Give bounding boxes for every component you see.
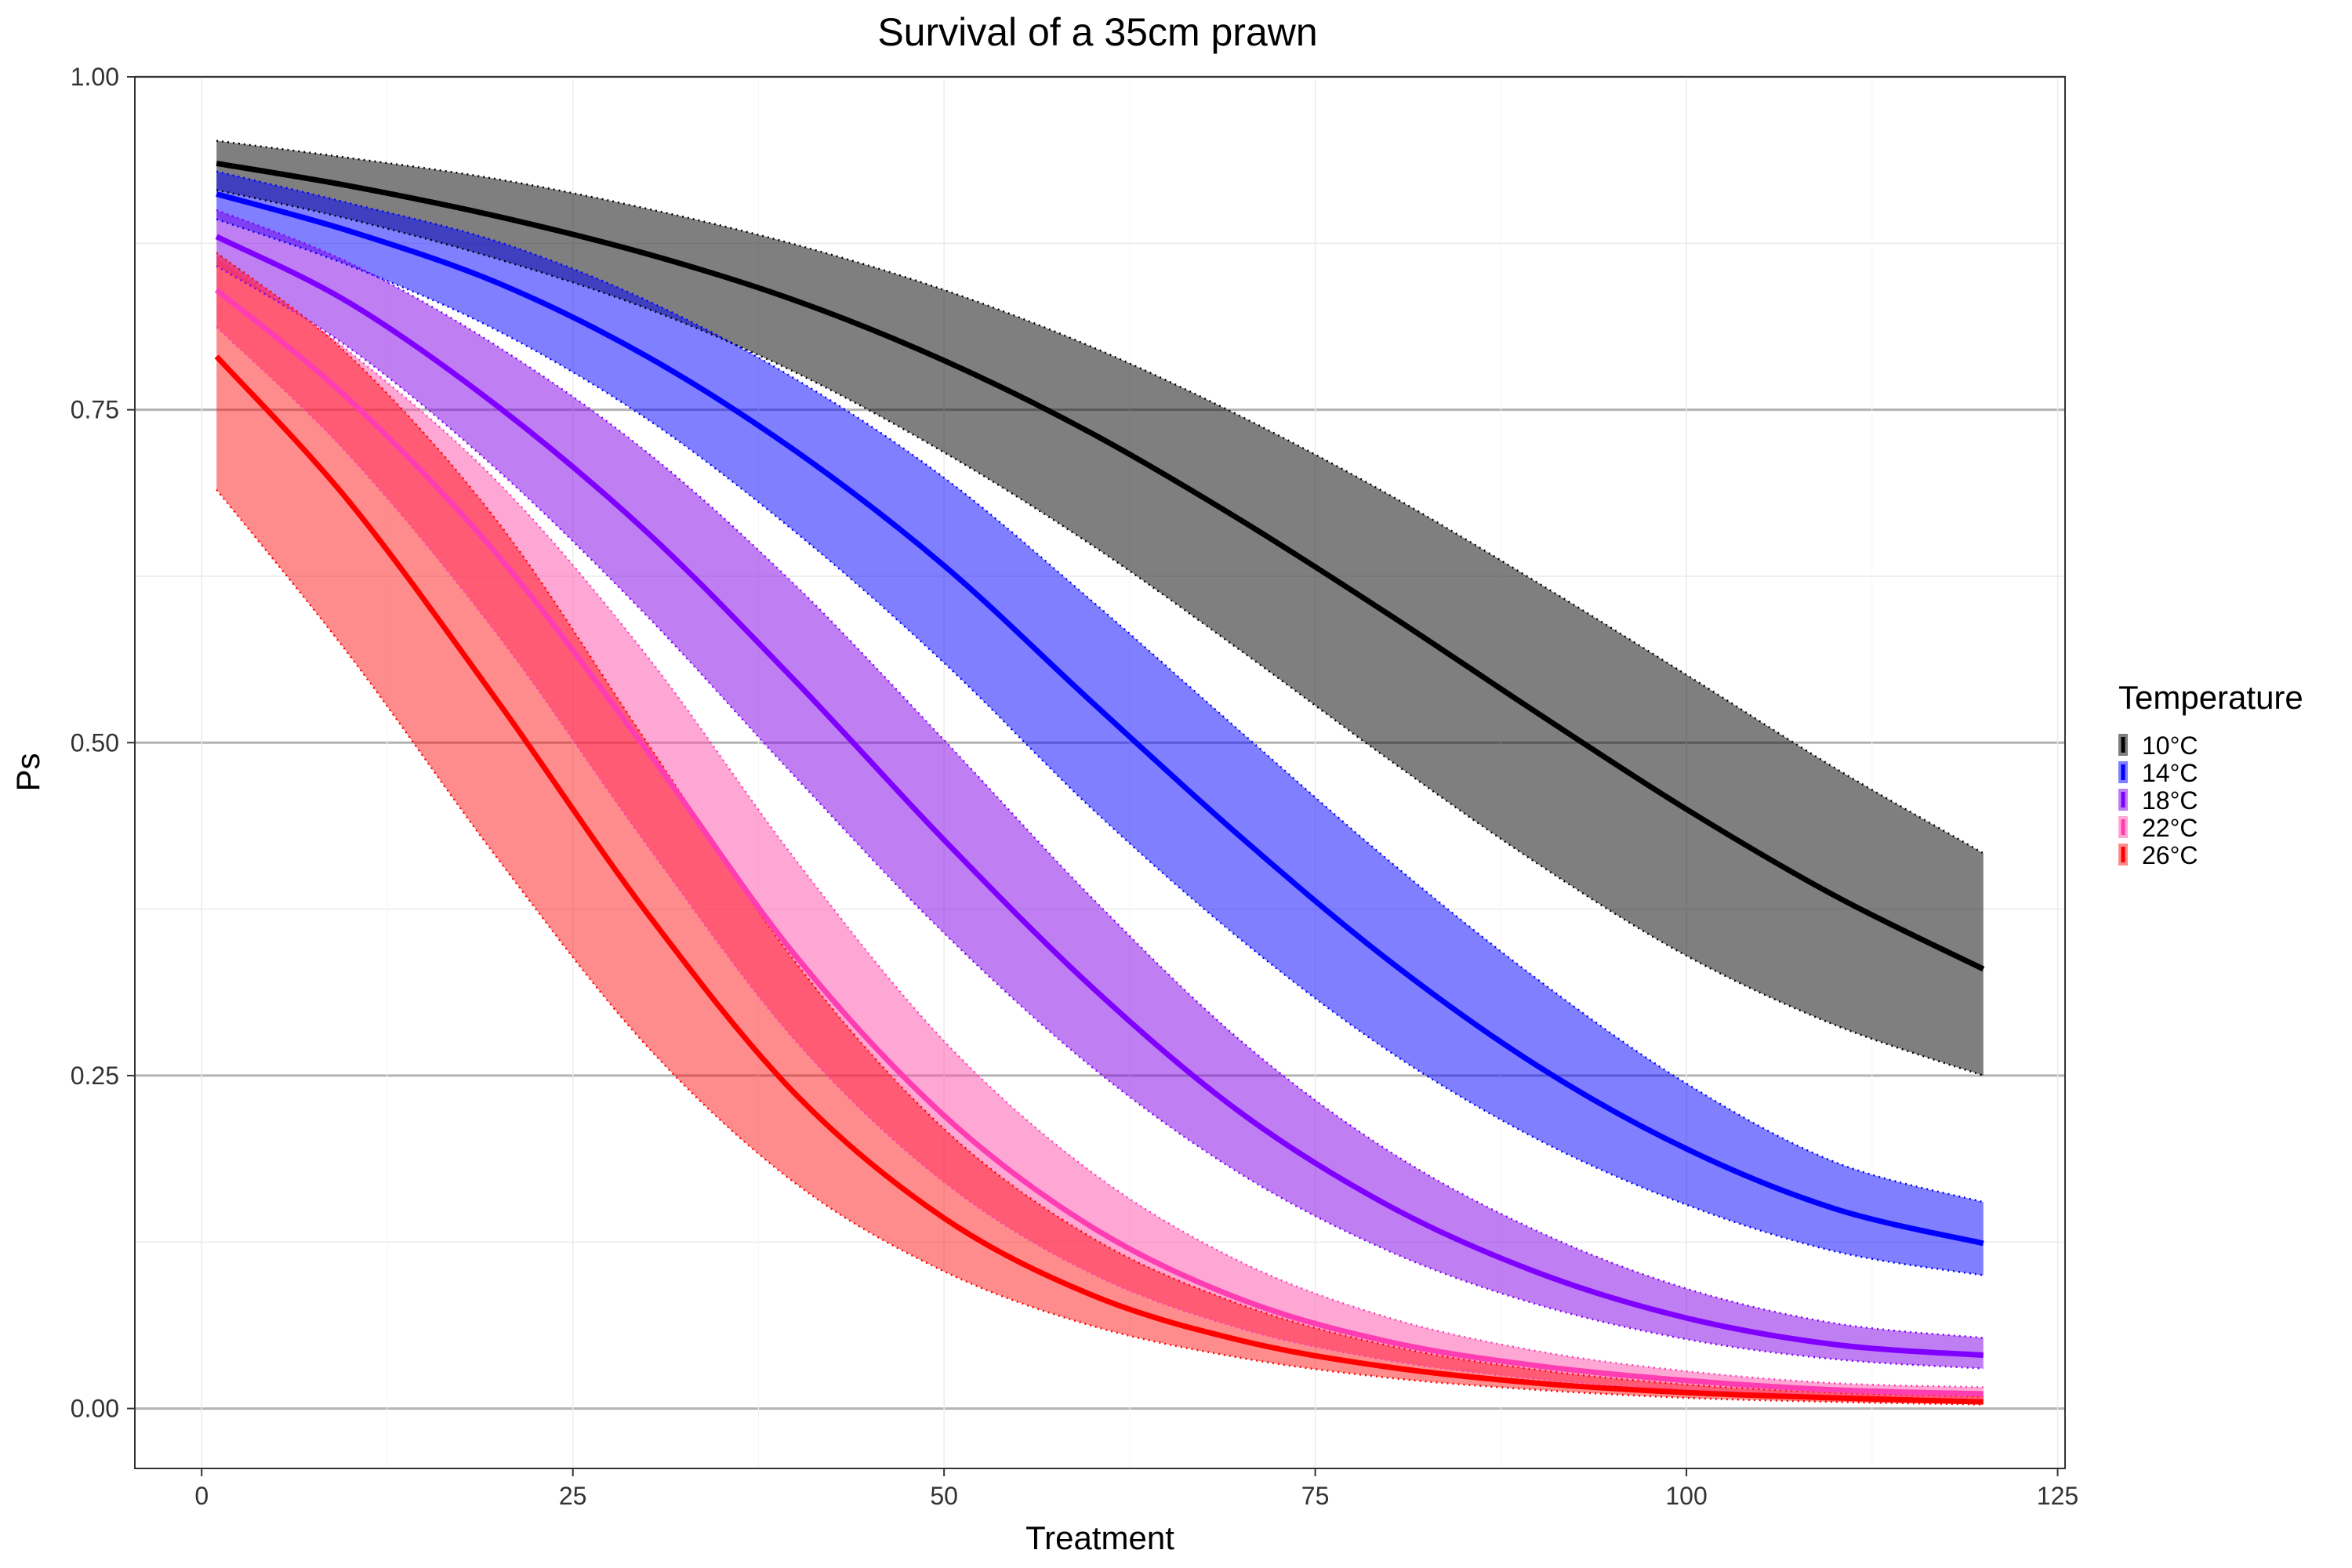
bound-layer (216, 140, 1984, 1406)
legend: Temperature 10°C14°C18°C22°C26°C (2118, 679, 2303, 869)
series-line-4 (214, 354, 1984, 1405)
lower-bound-3 (216, 326, 1984, 1400)
x-tick-label: 50 (930, 1482, 958, 1510)
ribbon-4 (216, 252, 1984, 1405)
legend-item: 26°C (2118, 841, 2198, 869)
legend-label: 26°C (2142, 841, 2198, 869)
legend-items: 10°C14°C18°C22°C26°C (2118, 731, 2198, 869)
x-tick-label: 125 (2037, 1482, 2078, 1510)
y-tick-label: 0.00 (71, 1395, 119, 1423)
x-tick-label: 100 (1665, 1482, 1707, 1510)
panel-border (134, 76, 2066, 1469)
lower-bound-4 (216, 488, 1984, 1406)
y-tick-label: 0.75 (71, 396, 119, 424)
y-tick-label: 1.00 (71, 63, 119, 91)
upper-bound-4 (216, 252, 1984, 1398)
legend-item: 14°C (2118, 759, 2198, 787)
line-layer (214, 160, 1985, 1405)
legend-label: 14°C (2142, 759, 2198, 787)
legend-item: 10°C (2118, 731, 2198, 760)
ribbon-0 (216, 140, 1984, 1076)
ribbon-2 (216, 209, 1984, 1369)
legend-item: 22°C (2118, 814, 2198, 842)
y-tick-label: 0.50 (71, 728, 119, 757)
legend-title: Temperature (2118, 679, 2303, 716)
x-axis: 0 25 50 75 100 125 (194, 1468, 2078, 1510)
series-line-1 (216, 191, 1984, 1247)
x-axis-title: Treatment (1025, 1519, 1174, 1556)
series-line-2 (215, 234, 1984, 1359)
y-axis: 0.00 0.25 0.50 0.75 1.00 (71, 63, 135, 1423)
legend-label: 22°C (2142, 814, 2198, 842)
upper-bound-3 (216, 256, 1984, 1388)
legend-label: 18°C (2142, 786, 2198, 815)
series-line-0 (216, 160, 1985, 972)
legend-label: 10°C (2142, 731, 2198, 760)
upper-bound-1 (216, 170, 1984, 1203)
series-line-3 (214, 288, 1984, 1397)
upper-bound-2 (216, 209, 1984, 1339)
legend-item: 18°C (2118, 786, 2198, 815)
lower-bound-0 (216, 189, 1984, 1077)
chart-title: Survival of a 35cm prawn (877, 10, 1317, 54)
x-tick-label: 75 (1301, 1482, 1330, 1510)
ribbon-1 (216, 171, 1984, 1276)
ribbon-layer (216, 140, 1984, 1405)
x-tick-label: 0 (194, 1482, 209, 1510)
x-tick-label: 25 (559, 1482, 587, 1510)
y-tick-label: 0.25 (71, 1062, 119, 1090)
y-axis-title: Ps (9, 753, 46, 791)
